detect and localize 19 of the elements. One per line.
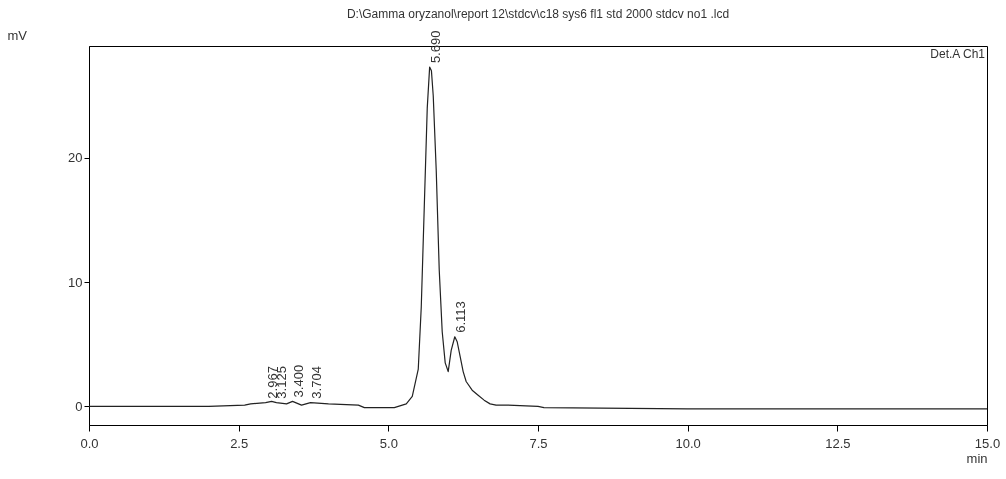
line-series bbox=[89, 66, 987, 410]
annotation: Det.A Ch1 bbox=[930, 47, 986, 61]
annotation: 5.690 bbox=[427, 30, 443, 64]
x-tick-label: 15.0 bbox=[974, 435, 1001, 451]
x-tick-label: 0.0 bbox=[80, 435, 99, 451]
chart-title: D:\Gamma oryzanol\report 12\stdcv\c18 sys6 fl1 std 2000 stdcv no1 .lcd bbox=[346, 7, 730, 21]
y-tick-label: 20 bbox=[68, 150, 83, 166]
annotation: 3.400 bbox=[290, 364, 306, 398]
x-tick-label: 5.0 bbox=[379, 435, 398, 451]
y-tick-label: 0 bbox=[75, 398, 83, 414]
x-tick-label: 7.5 bbox=[529, 435, 548, 451]
x-tick-label: 2.5 bbox=[230, 435, 249, 451]
annotation: 6.113 bbox=[452, 301, 468, 333]
y-axis-title: mV bbox=[7, 27, 28, 43]
y-tick-label: 10 bbox=[68, 274, 83, 290]
x-axis-title: min bbox=[966, 450, 988, 466]
x-tick-label: 10.0 bbox=[675, 435, 701, 451]
x-tick-label: 12.5 bbox=[825, 435, 851, 451]
annotation: 3.704 bbox=[308, 366, 324, 399]
